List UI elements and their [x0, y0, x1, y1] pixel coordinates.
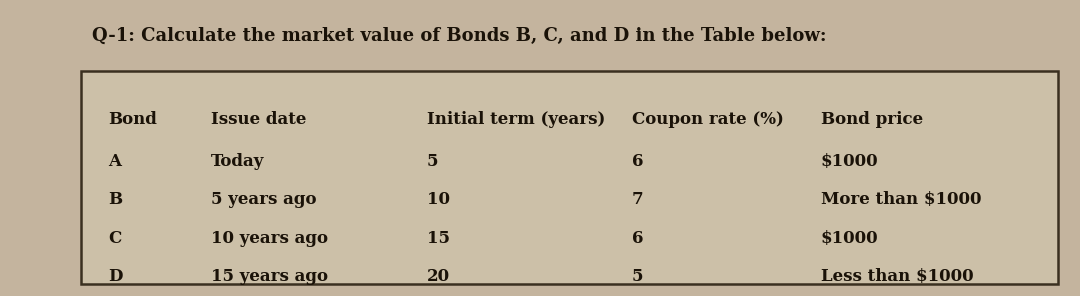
Text: 15 years ago: 15 years ago [211, 268, 327, 285]
Text: 10 years ago: 10 years ago [211, 230, 327, 247]
Text: 6: 6 [632, 153, 644, 170]
Text: 20: 20 [427, 268, 449, 285]
Text: B: B [108, 191, 122, 208]
Text: 10: 10 [427, 191, 449, 208]
Text: Less than $1000: Less than $1000 [821, 268, 973, 285]
Text: Initial term (years): Initial term (years) [427, 111, 605, 128]
Text: D: D [108, 268, 122, 285]
Text: $1000: $1000 [821, 153, 878, 170]
Text: 5: 5 [427, 153, 438, 170]
Text: A: A [108, 153, 121, 170]
Text: More than $1000: More than $1000 [821, 191, 982, 208]
Text: 15: 15 [427, 230, 449, 247]
Text: Bond: Bond [108, 111, 157, 128]
Text: 5: 5 [632, 268, 644, 285]
Text: Bond price: Bond price [821, 111, 923, 128]
Text: 6: 6 [632, 230, 644, 247]
Text: Q-1: Calculate the market value of Bonds B, C, and D in the Table below:: Q-1: Calculate the market value of Bonds… [92, 27, 826, 45]
Text: C: C [108, 230, 121, 247]
Text: Today: Today [211, 153, 264, 170]
Text: Coupon rate (%): Coupon rate (%) [632, 111, 784, 128]
Text: 5 years ago: 5 years ago [211, 191, 316, 208]
Bar [81, 71, 1058, 284]
Text: 7: 7 [632, 191, 644, 208]
Text: Issue date: Issue date [211, 111, 306, 128]
Text: $1000: $1000 [821, 230, 878, 247]
